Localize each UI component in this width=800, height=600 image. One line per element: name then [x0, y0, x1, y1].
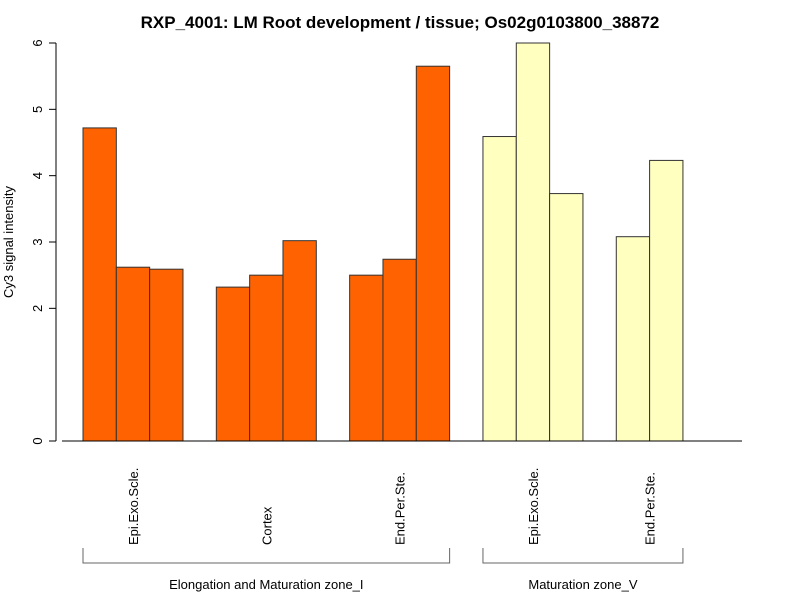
- y-axis: 0 2 3 4 5 6: [30, 39, 56, 444]
- y-tick-label: 2: [30, 305, 45, 312]
- group-label: Elongation and Maturation zone_I: [169, 577, 363, 592]
- x-tick-label: Epi.Exo.Scle.: [126, 468, 141, 545]
- bar: [383, 259, 416, 441]
- bar: [616, 237, 649, 441]
- x-tick-labels: Epi.Exo.Scle. Cortex End.Per.Ste. Epi.Exo.S…: [126, 468, 658, 545]
- x-tick-label: Cortex: [259, 506, 274, 545]
- y-tick-label: 6: [30, 39, 45, 46]
- y-tick-label: 4: [30, 172, 45, 179]
- x-tick-label: End.Per.Ste.: [643, 472, 658, 545]
- x-tick-label: End.Per.Ste.: [393, 472, 408, 545]
- bar: [83, 128, 116, 441]
- bar: [250, 275, 283, 441]
- bar: [216, 287, 249, 441]
- bar: [116, 267, 149, 441]
- bar: [650, 160, 683, 441]
- bar: [483, 137, 516, 441]
- x-tick-label: Epi.Exo.Scle.: [526, 468, 541, 545]
- bar: [150, 269, 183, 441]
- chart-title: RXP_4001: LM Root development / tissue; …: [141, 13, 660, 32]
- group-label: Maturation zone_V: [528, 577, 637, 592]
- bar: [350, 275, 383, 441]
- y-tick-label: 3: [30, 238, 45, 245]
- bar: [516, 43, 549, 441]
- group-brackets: Elongation and Maturation zone_I Maturati…: [83, 548, 683, 592]
- group-bracket: [83, 548, 450, 563]
- bar: [550, 194, 583, 441]
- group-bracket: [483, 548, 683, 563]
- bar-chart: RXP_4001: LM Root development / tissue; …: [0, 0, 800, 600]
- y-axis-label: Cy3 signal intensity: [1, 186, 16, 298]
- bar: [416, 66, 449, 441]
- y-tick-label: 5: [30, 106, 45, 113]
- bar: [283, 241, 316, 441]
- bars: [83, 43, 683, 441]
- y-tick-label: 0: [30, 437, 45, 444]
